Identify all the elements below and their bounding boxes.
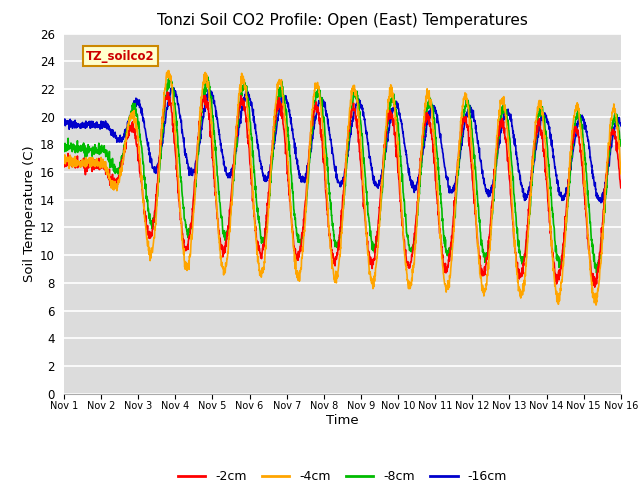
Legend: -2cm, -4cm, -8cm, -16cm: -2cm, -4cm, -8cm, -16cm: [173, 465, 512, 480]
Title: Tonzi Soil CO2 Profile: Open (East) Temperatures: Tonzi Soil CO2 Profile: Open (East) Temp…: [157, 13, 528, 28]
Text: TZ_soilco2: TZ_soilco2: [86, 50, 155, 63]
Y-axis label: Soil Temperature (C): Soil Temperature (C): [23, 145, 36, 282]
X-axis label: Time: Time: [326, 414, 358, 427]
